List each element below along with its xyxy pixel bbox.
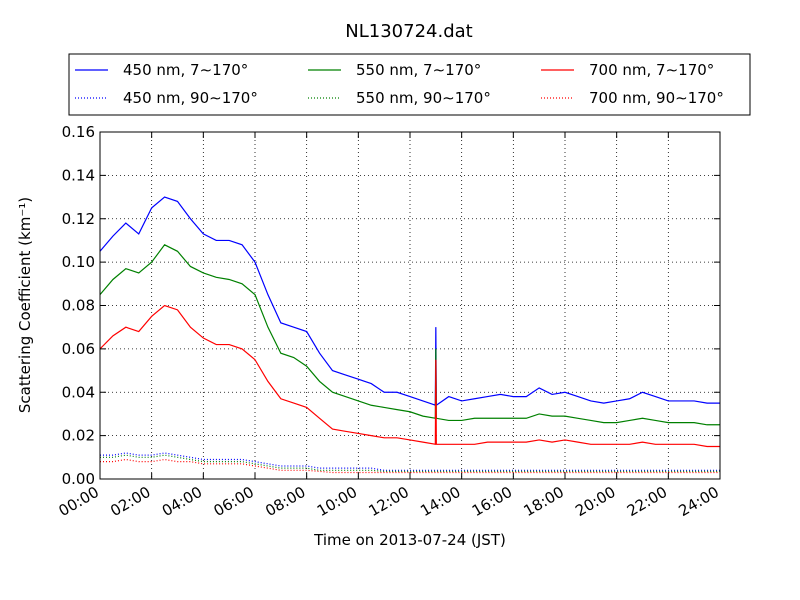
- x-tick-label: 18:00: [521, 483, 567, 520]
- x-tick-label: 12:00: [366, 483, 412, 520]
- x-tick-label: 08:00: [262, 483, 308, 520]
- x-tick-label: 00:00: [56, 483, 102, 520]
- series-line-3: [99, 304, 720, 448]
- legend: 450 nm, 7∼170° 550 nm, 7∼170° 700 nm, 7∼17…: [75, 61, 724, 107]
- legend-label-5: 550 nm, 90∼170°: [356, 89, 491, 107]
- y-tick-label: 0.16: [62, 123, 95, 141]
- x-tick-label: 14:00: [417, 483, 463, 520]
- y-axis-label: Scattering Coefficient (km⁻¹): [16, 197, 34, 413]
- y-tick-label: 0.08: [62, 297, 95, 315]
- legend-label-1: 450 nm, 7∼170°: [123, 61, 248, 79]
- y-axis: 0.00 0.02 0.04 0.06 0.08 0.10 0.12 0.14 0.16: [62, 123, 720, 488]
- x-axis-label: Time on 2013-07-24 (JST): [313, 531, 506, 549]
- x-tick-label: 02:00: [107, 483, 153, 520]
- series-lines: [99, 196, 720, 474]
- y-tick-label: 0.14: [62, 166, 95, 184]
- y-tick-label: 0.12: [62, 210, 95, 228]
- series-line-2: [99, 244, 720, 426]
- series-line-1: [99, 196, 720, 407]
- x-tick-label: 06:00: [211, 483, 257, 520]
- chart-title: NL130724.dat: [345, 21, 472, 42]
- x-tick-label: 22:00: [624, 483, 670, 520]
- legend-label-4: 450 nm, 90∼170°: [123, 89, 258, 107]
- x-tick-label: 24:00: [676, 483, 722, 520]
- y-tick-label: 0.10: [62, 253, 95, 271]
- x-tick-label: 16:00: [469, 483, 515, 520]
- x-tick-label: 04:00: [159, 483, 205, 520]
- y-tick-label: 0.00: [62, 470, 95, 488]
- y-tick-label: 0.02: [62, 427, 95, 445]
- x-tick-label: 10:00: [314, 483, 360, 520]
- legend-box: [68, 53, 751, 116]
- legend-label-2: 550 nm, 7∼170°: [356, 61, 481, 79]
- y-tick-label: 0.04: [62, 383, 95, 401]
- y-tick-label: 0.06: [62, 340, 95, 358]
- legend-label-6: 700 nm, 90∼170°: [589, 89, 724, 107]
- legend-label-3: 700 nm, 7∼170°: [589, 61, 714, 79]
- x-tick-label: 20:00: [572, 483, 618, 520]
